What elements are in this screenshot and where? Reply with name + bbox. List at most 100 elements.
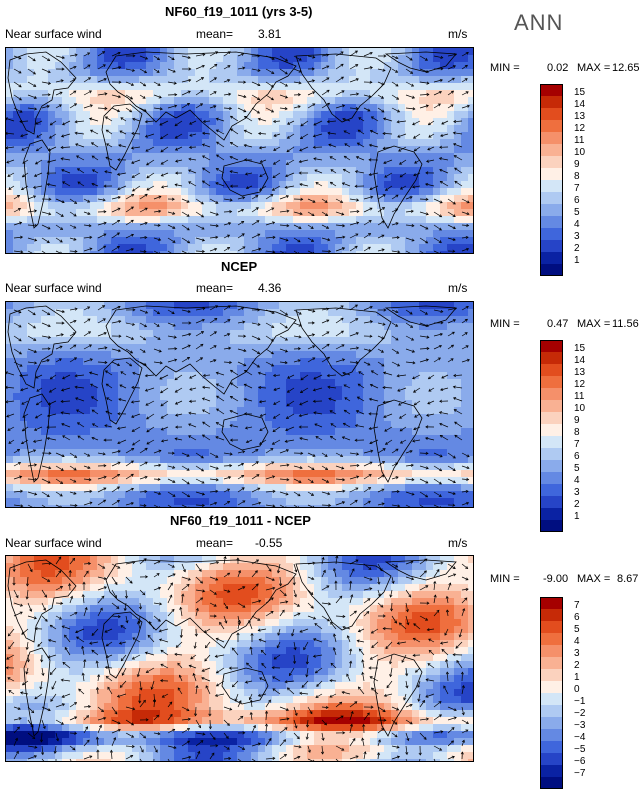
colorbar-cell: 3 — [540, 228, 585, 240]
colorbar-cell: 10 — [540, 400, 585, 412]
wind-field — [6, 556, 473, 761]
colorbar-swatch — [540, 777, 563, 789]
colorbar-cell — [540, 777, 585, 789]
colorbar-cell: 1 — [540, 252, 585, 264]
colorbar-swatch — [540, 240, 563, 252]
colorbar-swatch — [540, 108, 563, 120]
units-label: m/s — [448, 536, 467, 550]
colorbar-cell: 13 — [540, 364, 585, 376]
colorbar-cell: 6 — [540, 609, 585, 621]
colorbar-swatch — [540, 376, 563, 388]
colorbar-swatch — [540, 144, 563, 156]
colorbar-cell: 7 — [540, 436, 585, 448]
colorbar-swatch — [540, 633, 563, 645]
max-label: MAX = — [577, 573, 610, 585]
colorbar-cell: 5 — [540, 460, 585, 472]
mean-value: -0.55 — [255, 536, 282, 550]
colorbar-swatch — [540, 228, 563, 240]
colorbar-swatch — [540, 460, 563, 472]
panel-title: NCEP — [221, 259, 257, 274]
colorbar-swatch — [540, 120, 563, 132]
colorbar-cell: 4 — [540, 472, 585, 484]
colorbar-cell: −3 — [540, 717, 585, 729]
colorbar-cell: 3 — [540, 484, 585, 496]
colorbar-cell: 9 — [540, 156, 585, 168]
wind-map-difference — [5, 555, 474, 762]
colorbar-swatch — [540, 621, 563, 633]
colorbar-swatch — [540, 448, 563, 460]
max-value: 8.67 — [617, 573, 638, 585]
colorbar-cell: 15 — [540, 84, 585, 96]
colorbar-cell: 5 — [540, 621, 585, 633]
colorbar-cell: 7 — [540, 180, 585, 192]
colorbar-cell: 6 — [540, 192, 585, 204]
colorbar-swatch — [540, 765, 563, 777]
colorbar-cell: 1 — [540, 508, 585, 520]
min-label: MIN = — [490, 573, 520, 585]
colorbar-swatch — [540, 436, 563, 448]
colorbar-swatch — [540, 609, 563, 621]
variable-label: Near surface wind — [5, 536, 102, 550]
colorbar-swatch — [540, 717, 563, 729]
colorbar-cell: 11 — [540, 388, 585, 400]
colorbar-swatch — [540, 264, 563, 276]
colorbar-swatch — [540, 484, 563, 496]
season-label: ANN — [514, 10, 563, 36]
colorbar-cell: −7 — [540, 765, 585, 777]
colorbar-swatch — [540, 508, 563, 520]
colorbar-cell: 15 — [540, 340, 585, 352]
colorbar-swatch — [540, 412, 563, 424]
colorbar-cell — [540, 264, 585, 276]
colorbar-swatch — [540, 204, 563, 216]
colorbar-swatch — [540, 192, 563, 204]
mean-value: 4.36 — [258, 281, 281, 295]
colorbar-cell: −2 — [540, 705, 585, 717]
colorbar-swatch — [540, 168, 563, 180]
max-label: MAX = — [577, 62, 610, 74]
colorbar-cell: −6 — [540, 753, 585, 765]
colorbar-swatch — [540, 340, 563, 352]
colorbar-cell: 0 — [540, 681, 585, 693]
colorbar-swatch — [540, 681, 563, 693]
mean-value: 3.81 — [258, 27, 281, 41]
colorbar-cell: 4 — [540, 633, 585, 645]
colorbar-cell: 2 — [540, 496, 585, 508]
colorbar-cell: 10 — [540, 144, 585, 156]
colorbar-cell: 13 — [540, 108, 585, 120]
min-label: MIN = — [490, 62, 520, 74]
colorbar-cell: −1 — [540, 693, 585, 705]
colorbar-swatch — [540, 657, 563, 669]
colorbar-cell: 12 — [540, 376, 585, 388]
colorbar-swatch — [540, 424, 563, 436]
colorbar-swatch — [540, 472, 563, 484]
panel-title: NF60_f19_1011 (yrs 3-5) — [165, 4, 312, 19]
mean-label: mean= — [196, 27, 233, 41]
colorbar-swatch — [540, 156, 563, 168]
mean-label: mean= — [196, 536, 233, 550]
min-value: -9.00 — [543, 573, 568, 585]
colorbar-swatch — [540, 753, 563, 765]
colorbar-swatch — [540, 645, 563, 657]
colorbar-cell: 14 — [540, 96, 585, 108]
colorbar-swatch — [540, 693, 563, 705]
max-label: MAX = — [577, 318, 610, 330]
colorbar-swatch — [540, 252, 563, 264]
variable-label: Near surface wind — [5, 281, 102, 295]
colorbar-swatch — [540, 669, 563, 681]
colorbar-cell: 7 — [540, 597, 585, 609]
colorbar-cell: 9 — [540, 412, 585, 424]
colorbar-cell: 8 — [540, 168, 585, 180]
colorbar-cell: −5 — [540, 741, 585, 753]
colorbar-swatch — [540, 216, 563, 228]
colorbar-swatch — [540, 741, 563, 753]
colorbar-swatch — [540, 352, 563, 364]
min-label: MIN = — [490, 318, 520, 330]
colorbar-cell: 5 — [540, 204, 585, 216]
max-value: 12.65 — [612, 62, 640, 74]
min-value: 0.02 — [547, 62, 568, 74]
colorbar-cell: 2 — [540, 240, 585, 252]
colorbar-cell: 11 — [540, 132, 585, 144]
